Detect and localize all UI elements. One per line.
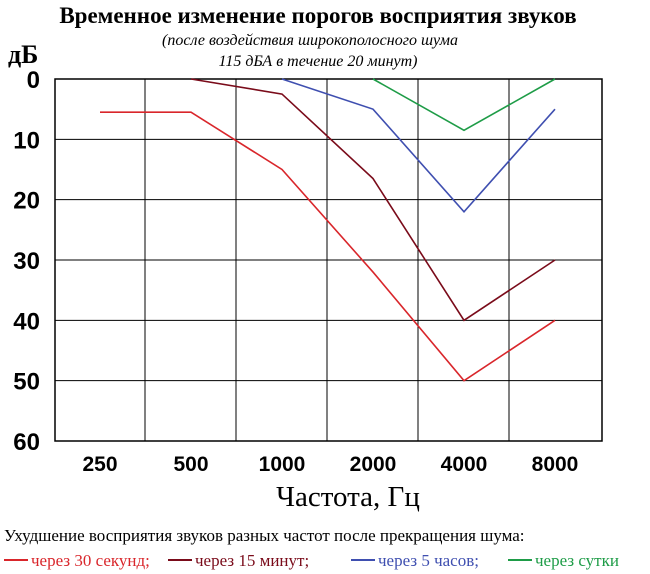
series-line-1 <box>100 111 556 382</box>
y-axis-unit: дБ <box>8 40 38 69</box>
chart-subtitle-line1: (после воздействия широкополосного шума <box>162 32 458 49</box>
x-tick-label: 250 <box>82 453 117 476</box>
x-tick-label: 500 <box>173 453 208 476</box>
y-tick-label: 10 <box>13 127 40 154</box>
series-line-2 <box>190 78 556 322</box>
legend-entry: через 30 секунд; <box>31 551 150 570</box>
y-tick-label: 50 <box>13 369 40 396</box>
chart-subtitle-line2: 115 дБА в течение 20 минут) <box>219 53 418 70</box>
legend-entry: через 5 часов; <box>378 551 479 570</box>
plot-grid <box>54 78 603 442</box>
y-tick-labels: 0 10 20 30 40 50 60 <box>13 67 40 456</box>
legend-entry: через 15 минут; <box>195 551 309 570</box>
y-tick-label: 30 <box>13 248 40 275</box>
legend: через 30 секунд; через 15 минут; через 5 ч… <box>4 551 619 570</box>
series-line-4 <box>372 78 556 132</box>
legend-entry: через сутки <box>535 551 619 570</box>
y-tick-label: 20 <box>13 188 40 215</box>
y-tick-label: 40 <box>13 308 40 335</box>
x-tick-labels: 250 500 1000 2000 4000 8000 <box>82 453 578 476</box>
x-tick-label: 4000 <box>441 453 488 476</box>
legend-caption: Ухудшение восприятия звуков разных часто… <box>4 526 525 545</box>
x-tick-label: 8000 <box>532 453 579 476</box>
series-line-3 <box>281 78 556 213</box>
x-tick-label: 1000 <box>259 453 306 476</box>
x-tick-label: 2000 <box>350 453 397 476</box>
chart-title: Временное изменение порогов восприятия з… <box>59 3 576 28</box>
series-lines <box>100 78 556 382</box>
x-axis-label: Частота, Гц <box>276 481 420 513</box>
y-tick-label: 0 <box>27 67 40 94</box>
y-tick-label: 60 <box>13 429 40 456</box>
